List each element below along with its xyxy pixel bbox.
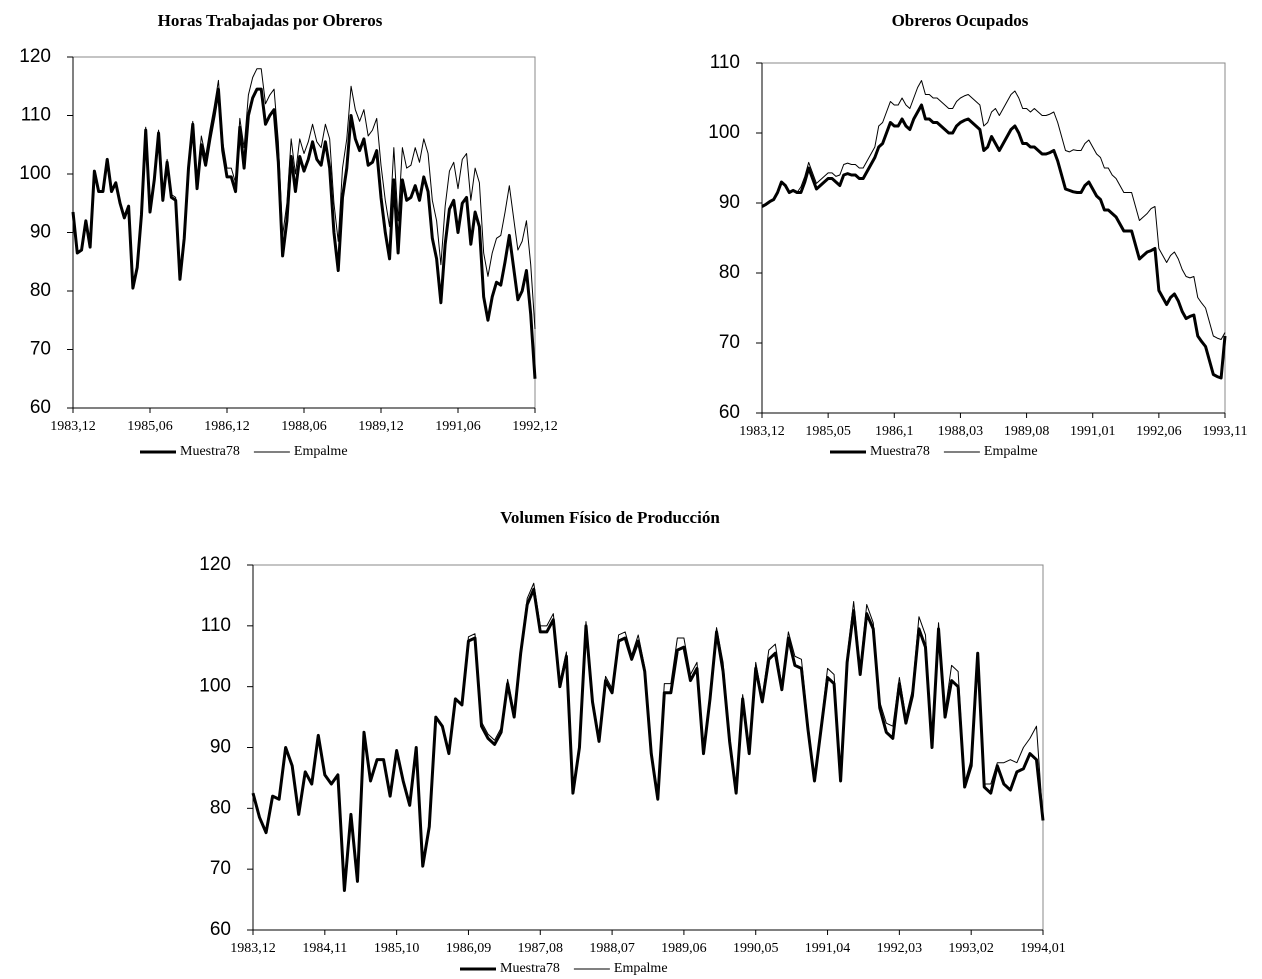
x-tick-label: 1988,06 — [281, 419, 327, 434]
x-tick-label: 1989,06 — [661, 941, 707, 956]
y-tick-label: 80 — [30, 280, 51, 301]
x-tick-label: 1989,08 — [1004, 424, 1050, 439]
x-tick-label: 1986,12 — [204, 419, 250, 434]
chart-title: Obreros Ocupados — [892, 11, 1029, 30]
x-tick-label: 1986,09 — [446, 941, 492, 956]
y-tick-label: 70 — [719, 332, 740, 353]
series-line — [72, 68, 536, 330]
plot-frame — [761, 62, 1226, 414]
chart-title: Volumen Físico de Producción — [500, 508, 720, 527]
x-tick-label: 1993,02 — [948, 941, 994, 956]
plot-frame — [252, 564, 1044, 931]
x-tick-label: 1988,07 — [589, 941, 635, 956]
x-tick-label: 1992,06 — [1136, 424, 1182, 439]
x-tick-label: 1992,12 — [512, 419, 558, 434]
x-tick-label: 1991,04 — [805, 941, 851, 956]
y-tick-label: 100 — [199, 676, 231, 697]
x-tick-label: 1983,12 — [739, 424, 785, 439]
y-tick-label: 70 — [30, 339, 51, 360]
y-tick-label: 60 — [30, 397, 51, 418]
x-tick-label: 1993,11 — [1203, 424, 1248, 439]
y-tick-label: 110 — [21, 105, 51, 126]
x-tick-label: 1991,01 — [1070, 424, 1116, 439]
x-tick-label: 1989,12 — [358, 419, 404, 434]
x-tick-label: 1988,03 — [938, 424, 984, 439]
legend-label: Muestra78 — [870, 444, 930, 459]
x-tick-label: 1984,11 — [302, 941, 347, 956]
x-tick-label: 1991,06 — [435, 419, 481, 434]
legend-label: Muestra78 — [180, 444, 240, 459]
x-tick-label: 1986,1 — [875, 424, 914, 439]
plot-frame — [72, 56, 536, 409]
y-tick-label: 80 — [210, 797, 231, 818]
y-tick-label: 120 — [19, 46, 51, 67]
y-tick-label: 70 — [210, 858, 231, 879]
series-line — [252, 582, 1044, 891]
y-tick-label: 110 — [710, 52, 740, 73]
x-tick-label: 1985,06 — [127, 419, 173, 434]
legend-label: Empalme — [614, 961, 668, 976]
legend-label: Empalme — [294, 444, 348, 459]
y-tick-label: 60 — [719, 402, 740, 423]
y-tick-label: 60 — [210, 919, 231, 940]
y-tick-label: 100 — [708, 122, 740, 143]
series-line — [251, 587, 1045, 892]
chart-title: Horas Trabajadas por Obreros — [158, 11, 383, 30]
series-line — [761, 103, 1227, 380]
series-line — [71, 87, 537, 379]
x-tick-label: 1992,03 — [877, 941, 923, 956]
x-tick-label: 1983,12 — [50, 419, 96, 434]
y-tick-label: 90 — [30, 222, 51, 243]
x-tick-label: 1985,10 — [374, 941, 420, 956]
y-tick-label: 120 — [199, 554, 231, 575]
y-tick-label: 90 — [719, 192, 740, 213]
series-line — [761, 80, 1226, 340]
x-tick-label: 1990,05 — [733, 941, 779, 956]
x-tick-label: 1983,12 — [230, 941, 276, 956]
y-tick-label: 80 — [719, 262, 740, 283]
legend-label: Empalme — [984, 444, 1038, 459]
legend-label: Muestra78 — [500, 961, 560, 976]
y-tick-label: 90 — [210, 737, 231, 758]
x-tick-label: 1985,05 — [805, 424, 851, 439]
x-tick-label: 1987,08 — [518, 941, 564, 956]
y-tick-label: 110 — [201, 615, 231, 636]
y-tick-label: 100 — [19, 163, 51, 184]
x-tick-label: 1994,01 — [1020, 941, 1066, 956]
